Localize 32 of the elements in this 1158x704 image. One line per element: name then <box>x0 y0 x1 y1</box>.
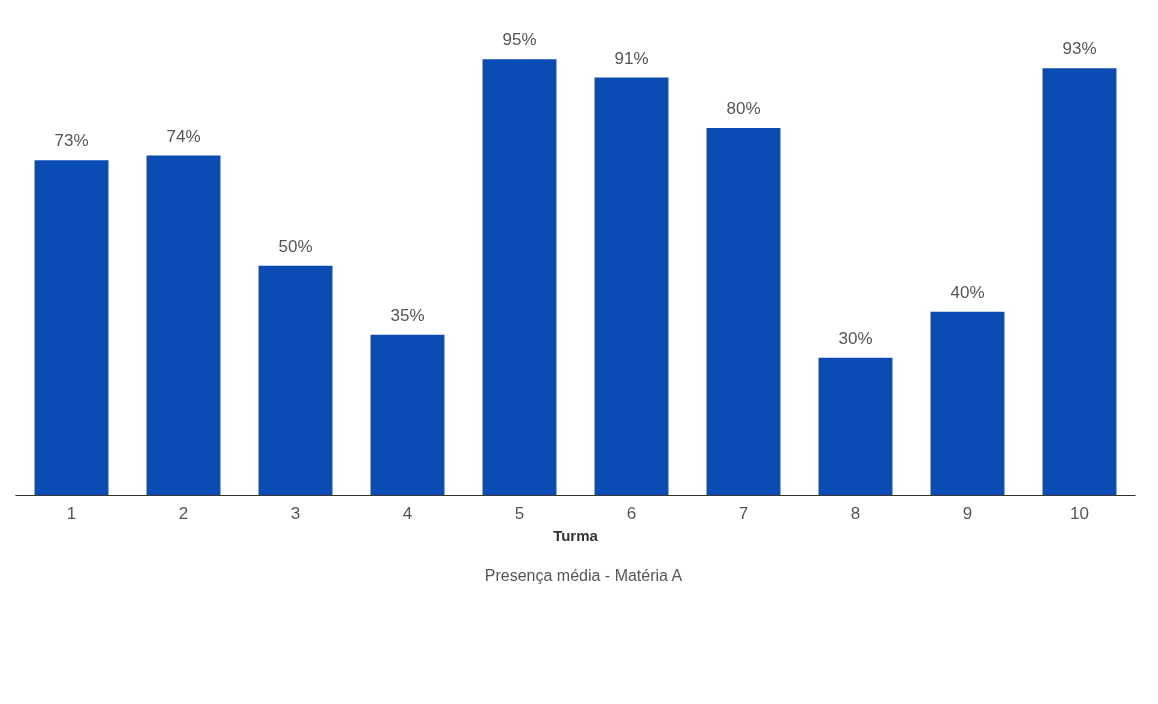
bar <box>818 357 893 496</box>
bar <box>1042 68 1117 496</box>
bar <box>34 160 109 496</box>
data-label: 30% <box>838 328 873 348</box>
bar <box>370 334 445 496</box>
text: Presença média - Matéria A <box>484 567 683 585</box>
x-tick-label: 5 <box>514 503 525 523</box>
x-tick-label: 2 <box>178 503 189 523</box>
data-label: 73% <box>54 131 89 151</box>
x-tick-label: 10 <box>1070 503 1089 523</box>
x-tick-label: 8 <box>850 503 861 523</box>
x-tick-label: 3 <box>290 503 301 523</box>
data-label: 93% <box>1062 39 1097 59</box>
x-axis-title: Turma <box>553 526 599 544</box>
x-tick-label: 9 <box>962 503 973 523</box>
data-label: 40% <box>950 282 985 302</box>
bar <box>930 311 1005 496</box>
bar <box>482 59 557 496</box>
data-label: 91% <box>614 48 649 68</box>
bar <box>258 265 333 496</box>
x-tick-label: 6 <box>626 503 637 523</box>
x-tick-label: 4 <box>402 503 413 523</box>
bar <box>594 77 669 496</box>
data-label: 74% <box>166 126 201 146</box>
data-label: 50% <box>278 236 313 256</box>
bar <box>146 155 221 496</box>
bar <box>706 128 781 496</box>
data-label: 95% <box>502 30 537 50</box>
data-label: 35% <box>390 305 425 325</box>
x-tick-label: 1 <box>66 503 77 523</box>
x-tick-label: 7 <box>738 503 749 523</box>
data-label: 80% <box>726 99 761 119</box>
